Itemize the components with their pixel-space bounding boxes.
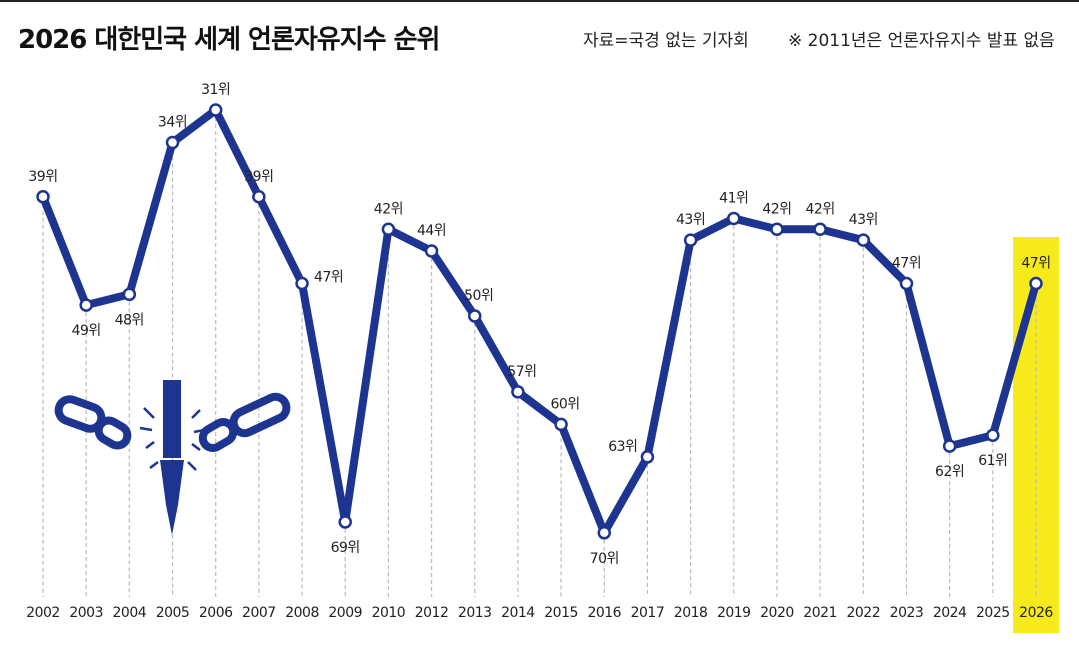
marker [640, 450, 655, 464]
value-label: 48위 [115, 312, 144, 328]
marker [899, 276, 914, 291]
value-label: 69위 [331, 540, 360, 556]
x-tick-label: 2015 [544, 605, 578, 621]
plot-layer: 2002 2003 2004 2005 2006 2007 2008 2009 2010 2012… [26, 82, 1054, 621]
marker [122, 287, 137, 302]
marker [424, 244, 439, 258]
x-tick-label: 2019 [717, 605, 751, 621]
x-tick-label: 2020 [760, 605, 794, 621]
value-label: 42위 [806, 201, 835, 217]
x-tick-label: 2009 [328, 605, 362, 621]
x-tick-label: 2007 [242, 605, 276, 621]
guide-layer [42, 110, 1037, 597]
x-tick-label: 2026 [1019, 605, 1053, 621]
value-label: 42위 [374, 201, 403, 217]
marker [942, 439, 957, 453]
marker [597, 526, 612, 540]
value-label: 39위 [244, 169, 273, 185]
x-tick-label: 2022 [846, 605, 880, 621]
illustration [54, 380, 291, 535]
value-label: 70위 [590, 551, 619, 567]
marker [813, 222, 827, 237]
marker [683, 233, 698, 247]
x-tick-label: 2024 [933, 605, 967, 621]
value-label: 42위 [762, 201, 791, 217]
x-tick-label: 2017 [631, 605, 665, 621]
x-tick-label: 2005 [156, 605, 190, 621]
x-tick-label: 2025 [976, 605, 1010, 621]
value-label: 43위 [676, 212, 705, 228]
marker [295, 276, 309, 291]
x-tick-label: 2008 [285, 605, 319, 621]
value-label: 63위 [608, 439, 637, 455]
x-tick-label: 2023 [890, 605, 924, 621]
marker [770, 222, 784, 237]
x-tick-label: 2006 [199, 605, 233, 621]
value-label: 39위 [28, 169, 57, 185]
x-tick-label: 2013 [458, 605, 492, 621]
x-tick-label: 2003 [69, 605, 103, 621]
x-tick-label: 2004 [113, 605, 147, 621]
chart-title: 2026 대한민국 세계 언론자유지수 순위 [18, 25, 439, 55]
value-label: 49위 [72, 323, 101, 339]
x-tick-label: 2021 [803, 605, 837, 621]
value-label: 60위 [550, 396, 579, 412]
value-label: 31위 [201, 82, 230, 98]
x-tick-label: 2010 [372, 605, 406, 621]
value-label: 41위 [719, 190, 748, 206]
marker [467, 309, 482, 323]
x-tick-label: 2012 [415, 605, 449, 621]
marker [79, 298, 93, 312]
marker [986, 428, 1000, 442]
marker [338, 515, 352, 529]
line [39, 106, 1040, 537]
marker [36, 190, 50, 204]
x-tick-label: 2018 [674, 605, 708, 621]
value-label: 43위 [849, 212, 878, 228]
value-label: 50위 [464, 288, 493, 304]
marker [165, 135, 180, 150]
value-label: 47위 [1021, 255, 1050, 271]
marker [554, 417, 568, 432]
value-label: 61위 [978, 453, 1007, 469]
value-label: 47위 [892, 255, 921, 271]
x-tick-label: 2002 [26, 605, 60, 621]
marker [511, 385, 525, 399]
value-label: 34위 [158, 115, 187, 131]
marker [1029, 276, 1043, 291]
value-label: 62위 [935, 464, 964, 480]
marker [856, 233, 871, 247]
x-tick-label: 2016 [587, 605, 621, 621]
note: ※ 2011년은 언론자유지수 발표 없음 [788, 31, 1055, 51]
marker [252, 190, 266, 204]
value-label: 47위 [314, 269, 343, 285]
value-label: 57위 [507, 364, 536, 380]
value-label: 44위 [417, 223, 446, 239]
source: 자료=국경 없는 기자회 [583, 31, 749, 51]
marker [208, 103, 223, 117]
x-tick-label: 2014 [501, 605, 535, 621]
marker [727, 211, 741, 226]
marker [381, 222, 396, 237]
